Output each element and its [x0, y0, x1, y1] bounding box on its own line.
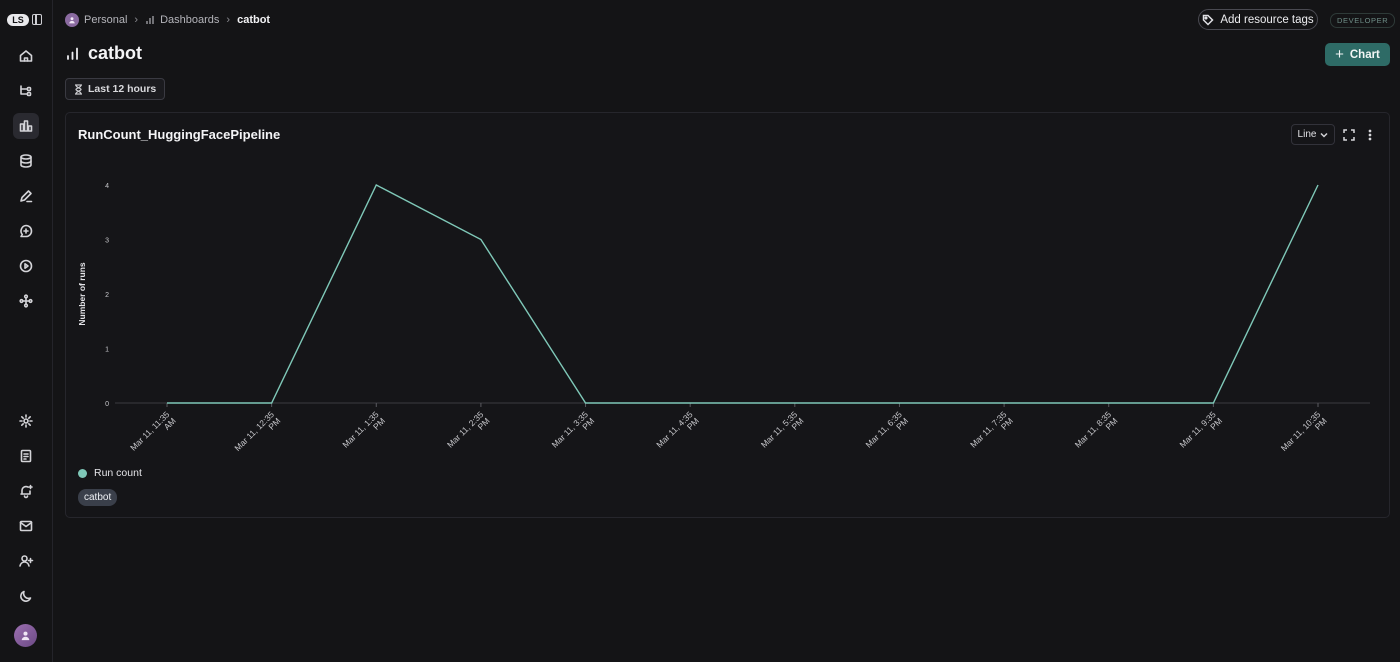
chart-type-value: Line [1297, 129, 1317, 140]
settings-icon[interactable] [13, 408, 39, 434]
x-tick-label: Mar 11, 8:35PM [1073, 409, 1120, 456]
chevron-down-icon [1320, 132, 1328, 138]
y-tick-label: 0 [105, 401, 109, 408]
x-tick-label: Mar 11, 9:35PM [1177, 409, 1224, 456]
user-plus-icon[interactable] [13, 548, 39, 574]
y-tick-label: 3 [105, 238, 109, 245]
series-filter-chip[interactable]: catbot [78, 489, 118, 506]
x-tick-label: Mar 11, 5:35PM [759, 409, 806, 456]
more-options-icon[interactable] [1364, 128, 1376, 141]
home-icon[interactable] [13, 43, 39, 69]
x-tick-label: Mar 11, 7:35PM [968, 409, 1015, 456]
app-logo[interactable]: LS [7, 14, 29, 26]
y-tick-label: 2 [105, 292, 109, 299]
x-tick-label: Mar 11, 6:35PM [863, 409, 910, 456]
chart-legend: Run count [78, 467, 142, 479]
y-tick-label: 4 [105, 183, 109, 190]
time-range-label: Last 12 hours [88, 83, 157, 95]
flow-icon[interactable] [13, 78, 39, 104]
chevron-right-icon: › [226, 14, 231, 26]
chart-card: RunCount_HuggingFacePipeline Line 0 1 2 3 4 N… [65, 112, 1390, 518]
legend-swatch [78, 468, 87, 478]
chevron-right-icon: › [134, 14, 139, 26]
add-chart-label: Chart [1349, 48, 1380, 61]
sidebar: LS [0, 0, 53, 662]
document-icon[interactable] [13, 443, 39, 469]
moon-icon[interactable] [13, 583, 39, 609]
hourglass-icon [75, 83, 82, 95]
line-chart: 0 1 2 3 4 Number of runs Mar 11, 11:35AM Mar 11… [77, 183, 1370, 458]
page-title-text: catbot [88, 43, 142, 63]
workspace-avatar-icon [65, 13, 79, 27]
legend-label[interactable]: Run count [94, 467, 142, 479]
x-tick-label: Mar 11, 4:35PM [654, 409, 701, 456]
chart-title: RunCount_HuggingFacePipeline [78, 127, 281, 142]
breadcrumb: Personal › Dashboards › catbot [65, 11, 270, 29]
time-range-filter[interactable]: Last 12 hours [65, 78, 166, 100]
expand-icon[interactable] [1343, 128, 1355, 141]
x-tick-label: Mar 11, 12:35PM [232, 409, 282, 458]
x-tick-label: Mar 11, 10:35PM [1279, 409, 1329, 458]
x-tick-label: Mar 11, 1:35PM [340, 409, 387, 456]
user-avatar[interactable] [14, 624, 37, 647]
chat-plus-icon[interactable] [13, 218, 39, 244]
pen-icon[interactable] [13, 183, 39, 209]
dashboard-icon[interactable] [13, 113, 39, 139]
graph-icon[interactable] [13, 288, 39, 314]
series-line [167, 184, 1319, 404]
bell-plus-icon[interactable] [13, 478, 39, 504]
page-title: catbot [66, 43, 142, 64]
sidebar-toggle-icon[interactable] [32, 14, 42, 25]
x-tick-label: Mar 11, 2:35PM [445, 409, 492, 456]
database-icon[interactable] [13, 148, 39, 174]
plus-icon: + [1335, 46, 1344, 63]
add-chart-button[interactable]: + Chart [1325, 43, 1390, 66]
breadcrumb-workspace[interactable]: Personal [84, 14, 128, 26]
breadcrumb-current: catbot [237, 14, 271, 26]
play-circle-icon[interactable] [13, 253, 39, 279]
dashboard-small-icon [145, 15, 155, 25]
tag-icon [1203, 14, 1214, 26]
add-resource-tags-label: Add resource tags [1220, 13, 1314, 26]
y-axis-label: Number of runs [77, 262, 87, 326]
environment-badge: DEVELOPER [1330, 13, 1396, 28]
mail-icon[interactable] [13, 513, 39, 539]
x-tick-label: Mar 11, 11:35AM [128, 409, 178, 458]
y-tick-label: 1 [105, 347, 109, 354]
add-resource-tags-button[interactable]: Add resource tags [1198, 9, 1318, 30]
breadcrumb-dashboards[interactable]: Dashboards [160, 14, 220, 26]
chart-type-select[interactable]: Line [1291, 124, 1335, 145]
dashboard-title-icon [67, 47, 78, 60]
x-tick-label: Mar 11, 3:35PM [550, 409, 597, 456]
